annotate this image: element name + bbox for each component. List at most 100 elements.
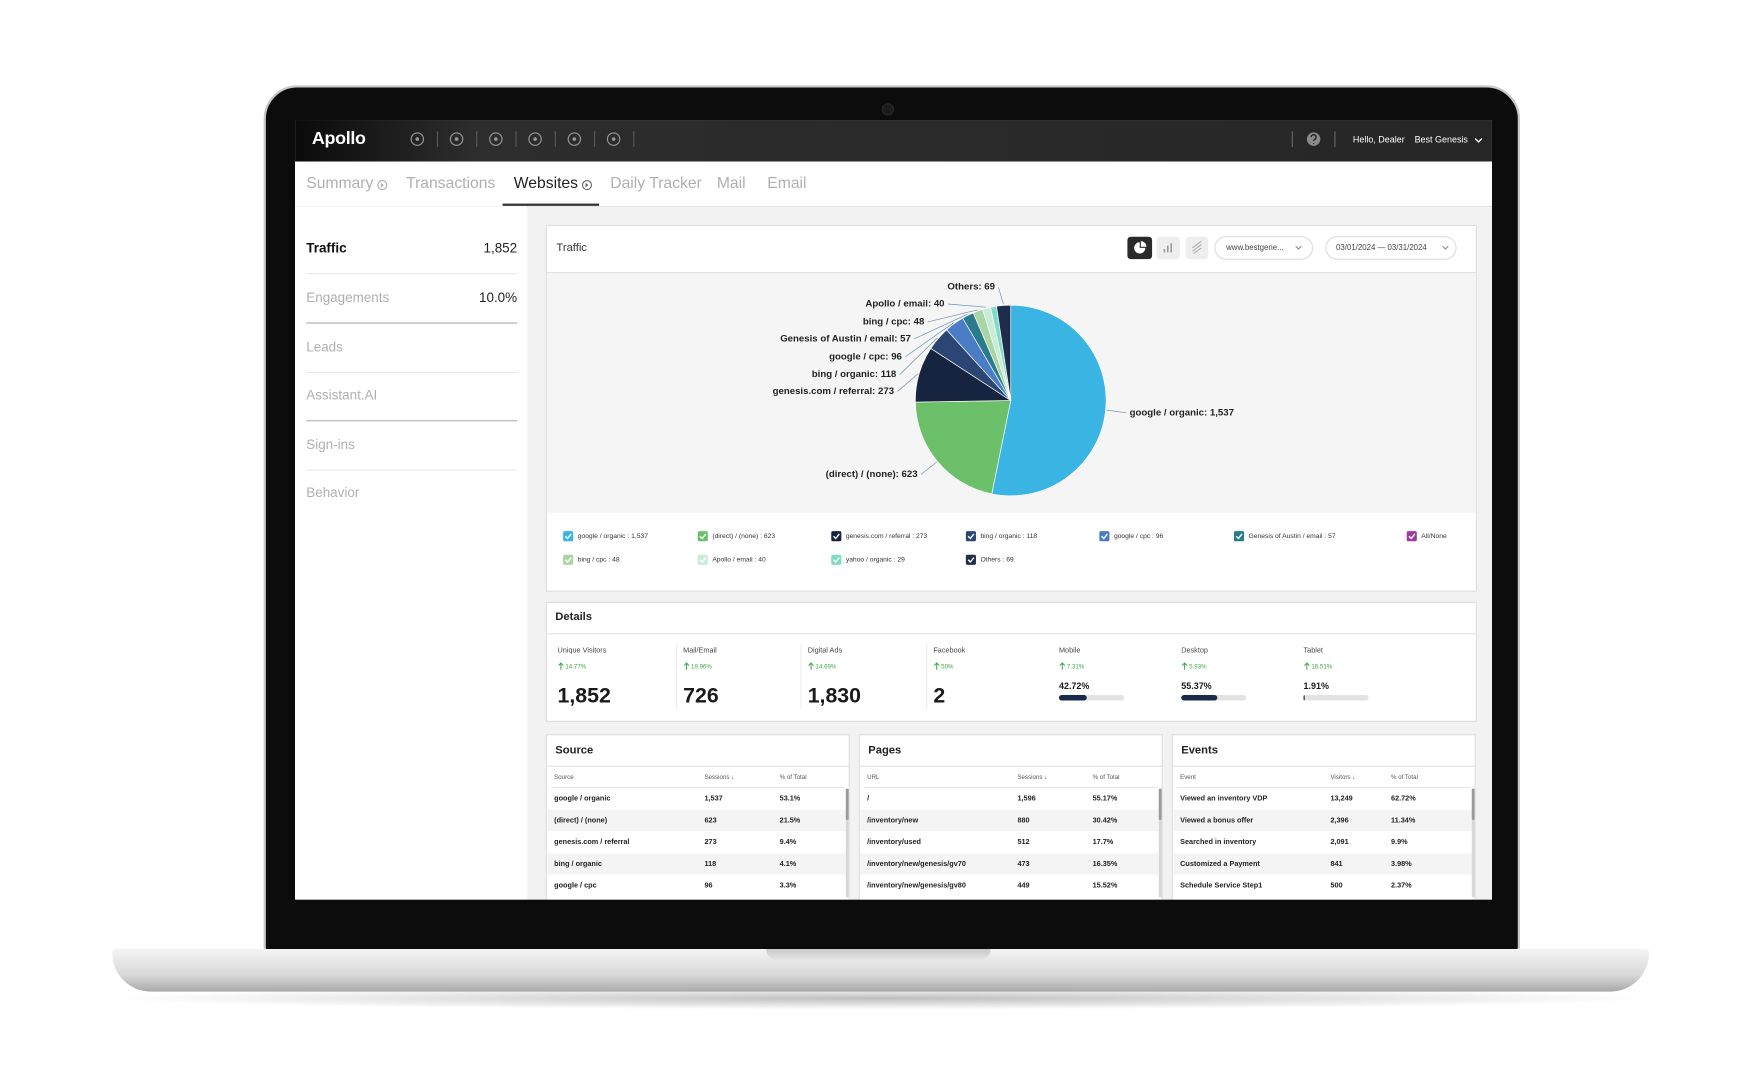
share-bar <box>1058 694 1087 701</box>
leader-line <box>998 287 1004 305</box>
legend-checkbox <box>563 554 574 565</box>
nav-icon-dot <box>415 137 420 141</box>
row-band <box>860 809 1159 832</box>
legend-label: yahoo / organic : 29 <box>846 557 905 564</box>
checkmark <box>1101 533 1108 540</box>
table-cell: 273 <box>704 837 716 846</box>
metric-label: Desktop <box>1181 646 1208 655</box>
metric-share: 1.91% <box>1304 681 1329 691</box>
panel-title: Source <box>555 744 593 756</box>
metric-label: Digital Ads <box>808 646 843 655</box>
greeting: Hello, Dealer <box>1353 135 1405 145</box>
slice-label: bing / cpc: 48 <box>863 317 925 328</box>
table-cell: genesis.com / referral <box>554 837 629 846</box>
legend-label: (direct) / (none) : 623 <box>712 533 775 540</box>
checkmark <box>699 557 707 564</box>
panel-title: Events <box>1181 744 1218 756</box>
tab-arrow-icon <box>380 182 384 188</box>
sidebar-value: 1,852 <box>483 241 517 256</box>
legend-checkbox <box>965 554 976 565</box>
metric-label: Mail/Email <box>683 646 717 655</box>
site-name: www.bestgene... <box>1225 243 1284 252</box>
metric-change: 14.77% <box>565 664 586 671</box>
base-notch <box>766 949 991 961</box>
sidebar-item: Assistant.AI <box>306 388 377 403</box>
metric-change: 7.31% <box>1067 664 1085 671</box>
row-band <box>547 853 846 875</box>
up-arrow <box>1304 662 1310 670</box>
tab: Mail <box>717 175 746 192</box>
legend-checkbox <box>1233 531 1245 542</box>
dealer-caret <box>1474 138 1483 143</box>
panel-title: Traffic <box>556 242 587 254</box>
legend-checkbox <box>831 554 842 565</box>
tab-arrow-icon <box>581 180 593 191</box>
slice-label: google / cpc: 96 <box>829 351 902 362</box>
sidebar-value: 10.0% <box>479 290 517 305</box>
table-cell: /inventory/new/genesis/gv70 <box>867 859 966 868</box>
date-range: 03/01/2024 — 03/31/2024 <box>1336 243 1427 252</box>
legend-checkbox <box>697 554 708 565</box>
table-cell: 9.4% <box>780 837 797 846</box>
table-cell: Searched in inventory <box>1180 837 1257 846</box>
sidebar-item: Engagements <box>306 290 389 305</box>
table-cell: Schedule Service Step1 <box>1180 881 1262 890</box>
line-icon <box>1192 240 1202 254</box>
metric-change: 5.93% <box>1189 664 1207 671</box>
slice-label: Genesis of Austin / email: 57 <box>780 333 911 344</box>
tab-bar <box>295 161 1492 207</box>
up-arrow <box>933 662 940 670</box>
metric-total: 2 <box>933 683 945 707</box>
nav-icon-dot <box>533 137 537 141</box>
checkmark <box>1235 533 1243 540</box>
dropdown-caret <box>1295 245 1302 250</box>
table-cell: 3.98% <box>1391 859 1412 868</box>
up-arrow <box>808 662 814 670</box>
checkmark <box>967 557 975 564</box>
nav-icon <box>449 132 464 146</box>
legend-checkbox <box>563 531 574 542</box>
table-cell: 96 <box>704 881 712 890</box>
table-cell: 17.7% <box>1093 837 1114 846</box>
metric-change: 16.51% <box>1311 664 1332 671</box>
tab: Transactions <box>406 175 495 192</box>
table-cell: 62.72% <box>1391 794 1416 803</box>
column-header: URL <box>867 774 880 781</box>
up-arrow <box>1181 662 1188 670</box>
checkmark <box>833 533 840 540</box>
legend-label: bing / cpc : 48 <box>578 557 620 564</box>
table-cell: Customized a Payment <box>1180 859 1260 868</box>
nav-icon <box>489 132 503 146</box>
legend-label: Apollo / email : 40 <box>712 557 766 564</box>
tab: Email <box>767 175 806 192</box>
column-header: % of Total <box>1093 774 1120 781</box>
up-arrow <box>558 662 564 670</box>
legend-checkbox <box>831 531 842 542</box>
table-cell: /inventory/used <box>867 837 921 846</box>
screen-content: Apollo Hello, Dealer Best Genesis Summary Tr… <box>295 120 1492 900</box>
row-band <box>860 853 1159 875</box>
table-cell: 118 <box>704 859 716 868</box>
leader-line <box>897 373 919 392</box>
table-cell: 841 <box>1330 859 1342 868</box>
table-cell: 16.35% <box>1093 859 1118 868</box>
help-icon <box>1306 132 1321 146</box>
leader-line <box>899 337 938 375</box>
table-cell: (direct) / (none) <box>554 815 608 824</box>
share-track <box>1303 694 1369 701</box>
tab: Summary <box>306 175 373 192</box>
table-cell: 512 <box>1017 837 1029 846</box>
scroll-thumb <box>1471 788 1475 821</box>
help-glyph <box>1310 134 1317 144</box>
table-cell: 30.42% <box>1093 815 1118 824</box>
table-cell: /inventory/new/genesis/gv80 <box>867 881 966 890</box>
table-cell: /inventory/new <box>867 815 918 824</box>
legend-checkbox <box>1099 531 1110 542</box>
logo: Apollo <box>312 128 366 148</box>
table-cell: Viewed an inventory VDP <box>1180 794 1267 803</box>
leader-line <box>1106 409 1127 414</box>
metric-change: 19.96% <box>691 664 712 671</box>
screen: Apollo Hello, Dealer Best Genesis Summary Tr… <box>295 120 1492 900</box>
row-band <box>1173 809 1472 832</box>
